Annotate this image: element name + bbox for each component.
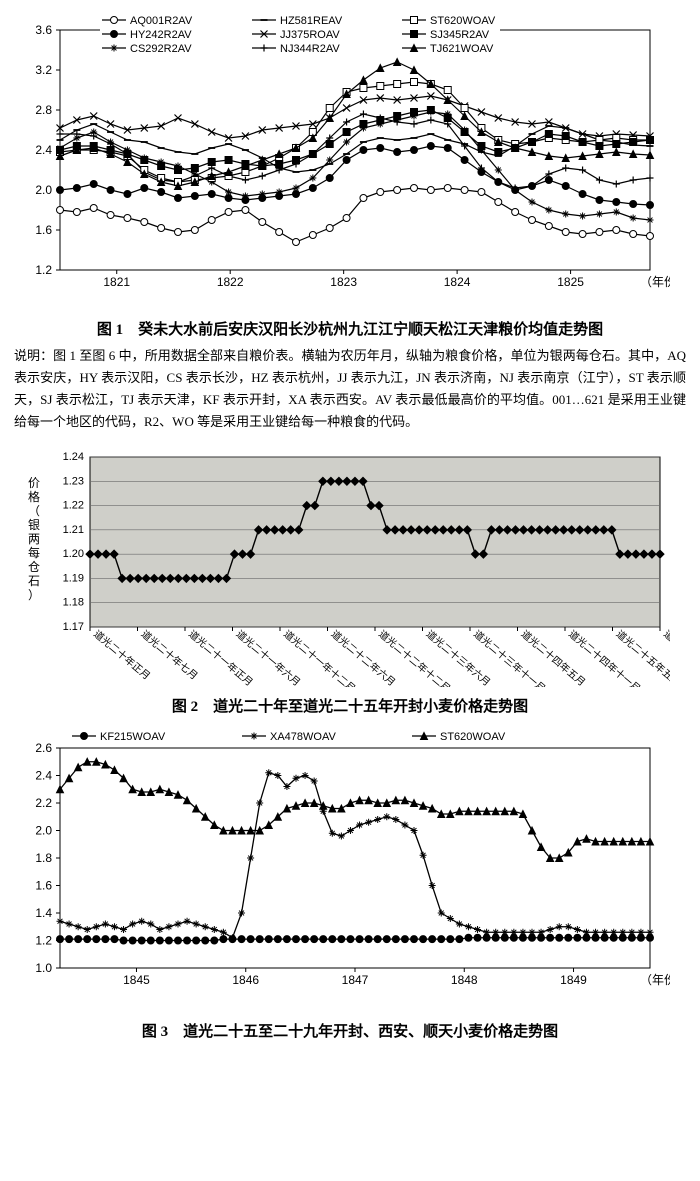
svg-text:1846: 1846 [232, 973, 259, 987]
svg-text:（: （ [28, 504, 40, 518]
svg-text:1825: 1825 [557, 275, 584, 289]
svg-text:价: 价 [28, 476, 40, 490]
svg-text:AQ001R2AV: AQ001R2AV [130, 15, 193, 27]
svg-text:1.18: 1.18 [63, 597, 84, 609]
svg-text:1821: 1821 [103, 275, 130, 289]
chart-2-caption: 图 2 道光二十年至道光二十五年开封小麦价格走势图 [10, 695, 690, 716]
svg-text:ST620WOAV: ST620WOAV [440, 731, 506, 743]
svg-text:格: 格 [28, 489, 40, 504]
svg-text:HY242R2AV: HY242R2AV [130, 29, 192, 41]
svg-text:1.19: 1.19 [63, 573, 84, 585]
svg-text:XA478WOAV: XA478WOAV [270, 731, 336, 743]
svg-text:1.2: 1.2 [35, 934, 52, 948]
chart-3-caption: 图 3 道光二十五至二十九年开封、西安、顺天小麦价格走势图 [10, 1020, 690, 1041]
description-paragraph: 说明：图 1 至图 6 中，所用数据全部来自粮价表。横轴为农历年月，纵轴为粮食价… [14, 345, 686, 433]
chart-3: 1.0 1.2 1.4 1.6 1.8 2.0 2.2 2.4 2.6 1845 1846 1847 1… [10, 722, 690, 1012]
svg-text:（年份）: （年份） [640, 275, 670, 289]
svg-text:1.6: 1.6 [35, 223, 52, 237]
svg-text:ST620WOAV: ST620WOAV [430, 15, 496, 27]
svg-text:SJ345R2AV: SJ345R2AV [430, 29, 490, 41]
svg-text:1847: 1847 [342, 973, 369, 987]
svg-text:2.4: 2.4 [35, 769, 52, 783]
svg-text:1.6: 1.6 [35, 879, 52, 893]
svg-text:1.8: 1.8 [35, 851, 52, 865]
svg-text:银: 银 [28, 518, 40, 532]
svg-text:TJ621WOAV: TJ621WOAV [430, 43, 494, 55]
svg-text:1.4: 1.4 [35, 906, 52, 920]
svg-text:2.4: 2.4 [35, 143, 52, 157]
svg-text:KF215WOAV: KF215WOAV [100, 731, 166, 743]
svg-text:1.20: 1.20 [63, 549, 84, 561]
svg-text:仓: 仓 [28, 560, 40, 574]
svg-text:NJ344R2AV: NJ344R2AV [280, 43, 340, 55]
svg-text:每: 每 [28, 545, 40, 560]
svg-text:1.24: 1.24 [63, 451, 84, 463]
svg-text:CS292R2AV: CS292R2AV [130, 43, 192, 55]
chart-2: 1.17 1.18 1.19 1.20 1.21 1.22 1.23 1.24 价格（银两每仓石… [10, 447, 690, 687]
chart-1: 1.2 1.6 2.0 2.4 2.8 3.2 3.6 1821 1822 1823 1824 182… [10, 10, 690, 310]
svg-text:HZ581REAV: HZ581REAV [280, 15, 343, 27]
svg-text:）: ） [28, 588, 40, 602]
svg-text:（年份）: （年份） [640, 973, 670, 987]
chart-1-caption: 图 1 癸未大水前后安庆汉阳长沙杭州九江江宁顺天松江天津粮价均值走势图 [10, 318, 690, 339]
svg-text:1849: 1849 [560, 973, 587, 987]
svg-text:2.8: 2.8 [35, 103, 52, 117]
svg-text:石: 石 [28, 574, 40, 588]
svg-text:3.6: 3.6 [35, 23, 52, 37]
svg-text:2.6: 2.6 [35, 741, 52, 755]
svg-text:1.0: 1.0 [35, 961, 52, 975]
svg-text:JJ375ROAV: JJ375ROAV [280, 29, 340, 41]
svg-text:1845: 1845 [123, 973, 150, 987]
svg-text:2.0: 2.0 [35, 824, 52, 838]
svg-text:1.17: 1.17 [63, 621, 84, 633]
svg-text:2.2: 2.2 [35, 796, 52, 810]
svg-text:1824: 1824 [444, 275, 471, 289]
svg-text:1823: 1823 [330, 275, 357, 289]
svg-text:2.0: 2.0 [35, 183, 52, 197]
svg-text:1.21: 1.21 [63, 524, 84, 536]
svg-text:1.22: 1.22 [63, 500, 84, 512]
svg-text:两: 两 [28, 532, 40, 546]
svg-text:3.2: 3.2 [35, 63, 52, 77]
svg-text:1.23: 1.23 [63, 476, 84, 488]
svg-text:1822: 1822 [217, 275, 244, 289]
svg-text:1.2: 1.2 [35, 263, 52, 277]
svg-text:1848: 1848 [451, 973, 478, 987]
